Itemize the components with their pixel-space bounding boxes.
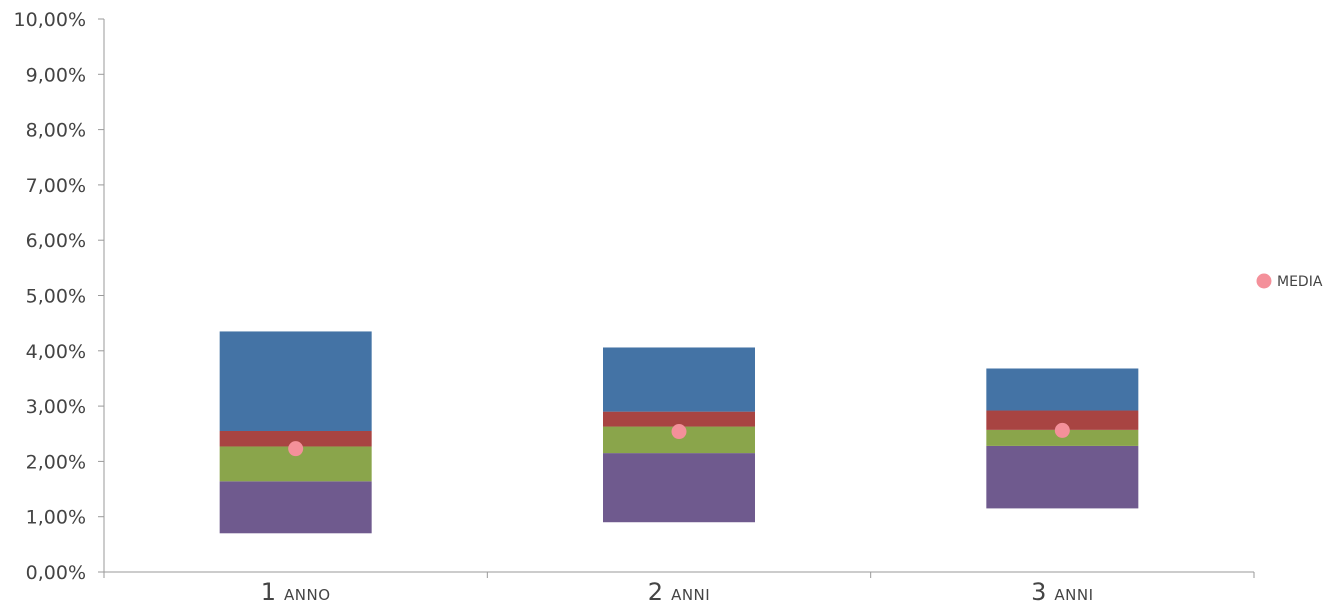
bar-segment <box>219 481 372 534</box>
media-point <box>1054 422 1070 438</box>
bar-segment <box>603 453 755 523</box>
x-tick-label: 3 ANNI <box>1031 578 1093 603</box>
y-tick-label: 8,00% <box>26 120 86 142</box>
y-tick-label: 1,00% <box>26 507 86 529</box>
y-tick-label: 5,00% <box>26 286 86 308</box>
y-tick-label: 7,00% <box>26 175 86 197</box>
y-tick-label: 9,00% <box>26 64 86 86</box>
y-tick-label: 3,00% <box>26 396 86 418</box>
legend-label: MEDIA <box>1277 274 1323 290</box>
y-tick-label: 6,00% <box>26 230 86 252</box>
media-point <box>671 424 687 440</box>
y-tick-label: 2,00% <box>26 451 86 473</box>
x-tick-label: 2 ANNI <box>648 578 710 603</box>
bar-segment <box>986 445 1139 509</box>
legend-marker <box>1256 273 1272 289</box>
x-tick-label: 1 ANNO <box>261 578 331 603</box>
media-point <box>288 441 304 457</box>
y-tick-label: 0,00% <box>26 562 86 584</box>
y-tick-label: 10,00% <box>14 9 86 31</box>
y-tick-label: 4,00% <box>26 341 86 363</box>
bar-segment <box>219 331 372 431</box>
bar-segment <box>603 411 755 427</box>
bar-segment <box>986 410 1139 430</box>
bar-segment <box>219 430 372 447</box>
bar-segment <box>986 368 1139 411</box>
bar-segment <box>603 347 755 412</box>
